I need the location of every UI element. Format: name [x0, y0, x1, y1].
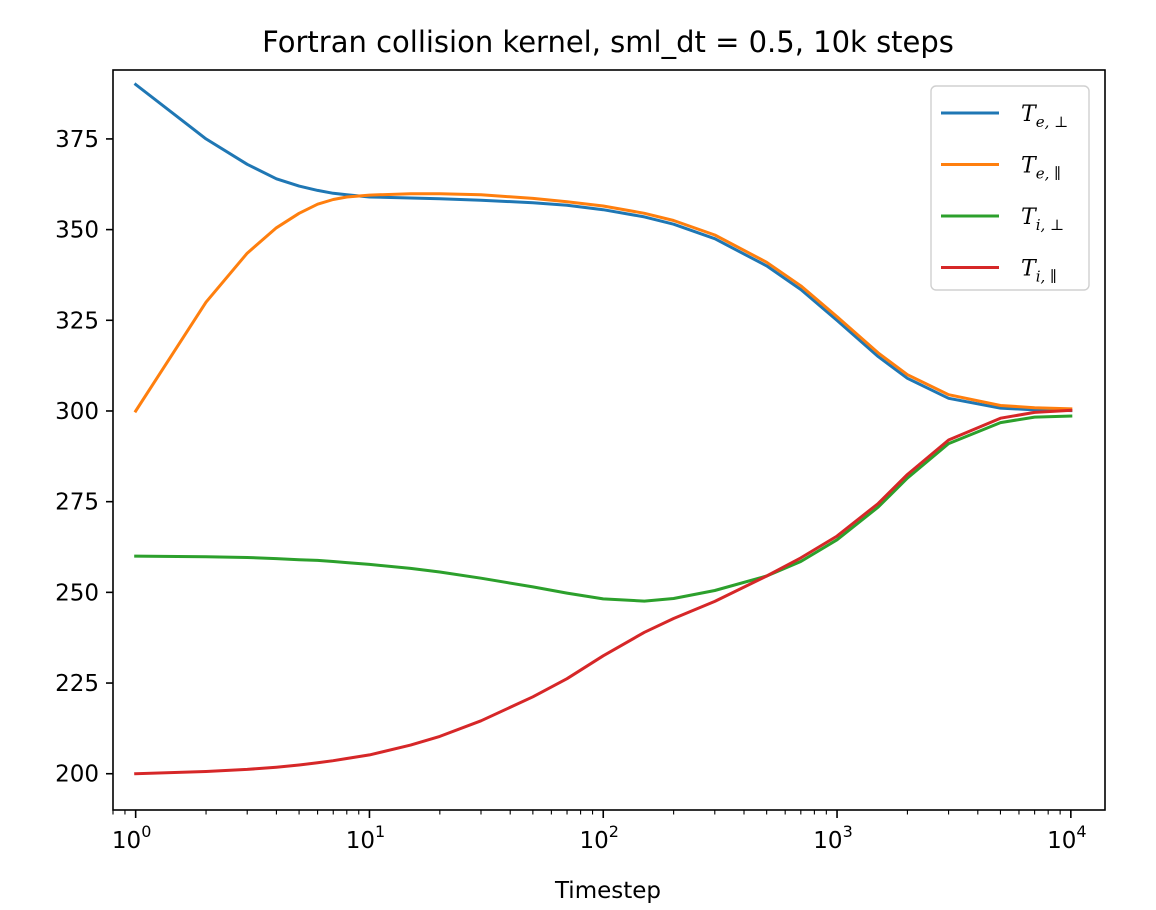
chart-title: Fortran collision kernel, sml_dt = 0.5, …: [262, 25, 954, 59]
y-tick-label: 225: [55, 671, 99, 697]
x-axis-label: Timestep: [554, 878, 661, 904]
series-line-0: [133, 82, 1073, 413]
y-tick-label: 375: [55, 127, 99, 153]
x-axis: 100 101 102 103 104: [112, 810, 1087, 854]
y-tick-label: 250: [55, 580, 99, 606]
plot-frame: [112, 69, 1106, 811]
legend: Te, ⊥ Te, ∥ Ti, ⊥ Ti, ∥: [930, 85, 1090, 291]
y-tick-label: 200: [55, 762, 99, 788]
series-line-3: [134, 408, 1073, 776]
legend-label-1: Te, ∥: [1021, 154, 1061, 183]
x-tick-label: 101: [346, 822, 385, 854]
legend-box: [930, 85, 1090, 291]
x-tick-label: 100: [112, 822, 151, 854]
legend-label-2: Ti, ⊥: [1021, 205, 1064, 234]
y-tick-label: 325: [55, 308, 99, 334]
legend-label-3: Ti, ∥: [1021, 257, 1057, 286]
x-tick-label: 103: [813, 822, 852, 854]
plot-area: [112, 69, 1106, 811]
y-tick-label: 275: [55, 490, 99, 516]
y-axis: 200 225 250 275 300 325 350 375: [55, 127, 113, 788]
x-tick-label: 104: [1047, 822, 1086, 854]
series-line-2: [134, 414, 1073, 603]
y-tick-label: 300: [55, 399, 99, 425]
y-tick-label: 350: [55, 218, 99, 244]
series-line-1: [133, 192, 1073, 414]
legend-label-0: Te, ⊥: [1021, 102, 1068, 131]
x-tick-label: 102: [580, 822, 619, 854]
